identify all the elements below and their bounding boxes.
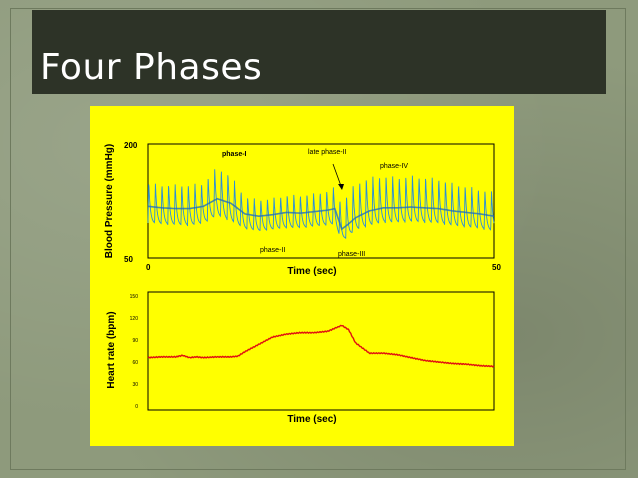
bp-trace-group xyxy=(147,169,495,239)
hr-trace-group xyxy=(147,324,495,368)
bp-chart: Blood Pressure (mmHg) 200 50 0 50 Time (… xyxy=(104,141,501,277)
hr-ytick-120: 120 xyxy=(130,316,139,322)
hr-plot-frame xyxy=(147,291,495,411)
late-phase-ii-arrow-head xyxy=(338,184,344,190)
annotation-phase-iii: phase-III xyxy=(338,251,365,258)
hr-ytick-0: 0 xyxy=(135,404,138,410)
hr-xlabel: Time (sec) xyxy=(287,414,336,425)
bp-xtick-50: 50 xyxy=(492,263,501,272)
hr-ytick-90: 90 xyxy=(132,338,138,344)
slide-title: Four Phases xyxy=(40,47,263,88)
late-phase-ii-arrow-line xyxy=(332,163,342,187)
hr-ytick-150: 150 xyxy=(130,294,139,300)
annotation-phase-iv: phase-IV xyxy=(380,163,408,170)
bp-ytick-200: 200 xyxy=(124,141,138,150)
hr-ytick-60: 60 xyxy=(132,360,138,366)
charts-svg: Blood Pressure (mmHg) 200 50 0 50 Time (… xyxy=(104,141,501,425)
slide-frame xyxy=(10,8,626,470)
chart-panel: Blood Pressure (mmHg) 200 50 0 50 Time (… xyxy=(90,106,514,446)
annotation-phase-i: phase-I xyxy=(222,151,247,158)
bp-xlabel: Time (sec) xyxy=(287,266,336,277)
title-bar xyxy=(32,10,606,94)
hr-ytick-group: 150 120 90 60 30 0 xyxy=(130,294,139,410)
bp-trace-line xyxy=(147,169,495,239)
hr-trace-line xyxy=(147,324,495,368)
bp-ylabel: Blood Pressure (mmHg) xyxy=(104,144,115,258)
hr-ytick-30: 30 xyxy=(132,382,138,388)
hr-ylabel: Heart rate (bpm) xyxy=(106,311,117,388)
annotation-late-phase-ii: late phase-II xyxy=(308,149,347,156)
annotation-phase-ii: phase-II xyxy=(260,247,285,254)
hr-chart: Heart rate (bpm) 150 120 90 60 30 0 Time (sec… xyxy=(106,291,495,425)
bp-xtick-0: 0 xyxy=(146,263,151,272)
bp-ytick-50: 50 xyxy=(124,255,133,264)
bp-mean-line xyxy=(147,197,495,231)
